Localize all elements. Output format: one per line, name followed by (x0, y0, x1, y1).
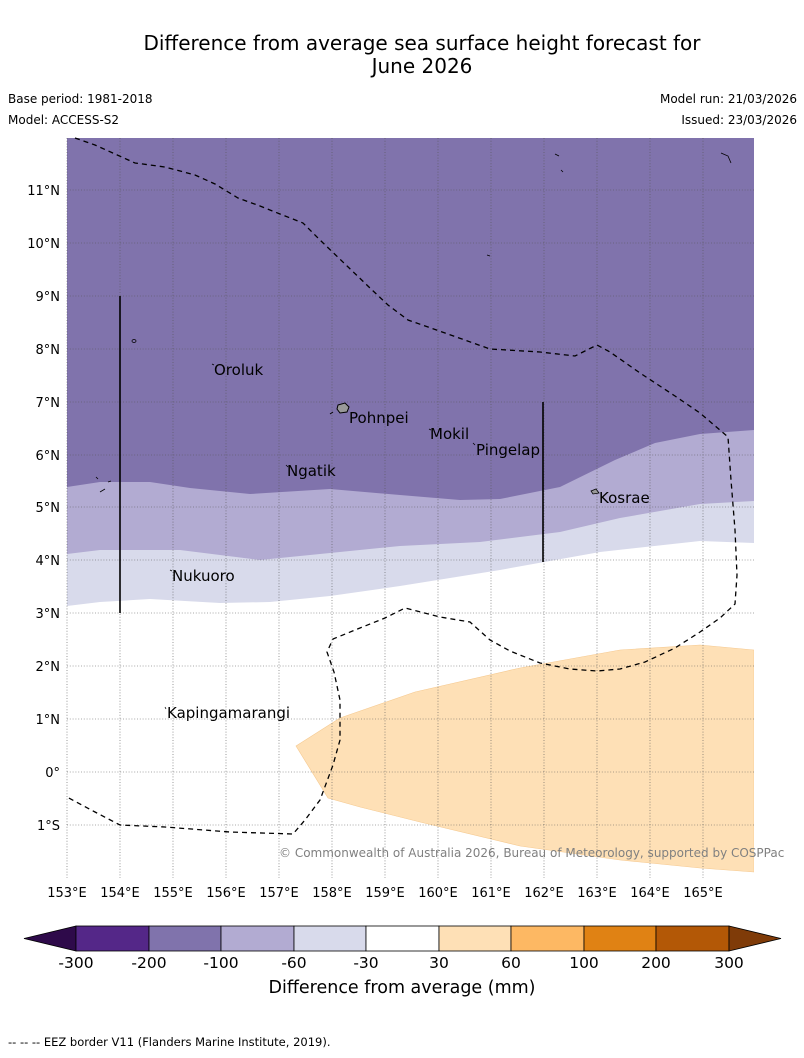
eez-legend-note: -- -- -- EEZ border V11 (Flanders Marine… (8, 1035, 331, 1049)
colorbar-title: Difference from average (mm) (268, 978, 536, 998)
colorbar-segment (655, 925, 730, 952)
colorbar-label: 60 (501, 954, 521, 972)
colorbar-segment (148, 925, 222, 952)
label-oroluk: Oroluk (214, 361, 263, 379)
lon-label: 158°E (312, 886, 352, 901)
chart-title: Difference from average sea surface heig… (0, 32, 804, 78)
lat-label: 6°N (36, 449, 61, 464)
eez-border (66, 137, 738, 835)
lat-label: 7°N (36, 396, 61, 411)
title-line-2: June 2026 (371, 54, 473, 78)
colorbar-labels: -300 -200 -100 -60 -30 30 60 100 200 300 (58, 954, 743, 972)
colorbar-segment (365, 925, 440, 952)
lon-label: 153°E (47, 886, 87, 901)
longitude-axis: 153°E 154°E 155°E 156°E 157°E 158°E 159°… (47, 886, 723, 901)
lon-label: 159°E (365, 886, 405, 901)
lat-label: 1°S (37, 819, 60, 834)
colorbar (23, 925, 782, 952)
lon-label: 155°E (153, 886, 193, 901)
lon-label: 154°E (100, 886, 140, 901)
kosrae-island (590, 488, 600, 495)
colorbar-max-extend (728, 925, 782, 952)
lat-label: 10°N (27, 237, 60, 252)
boundary-lines (119, 296, 544, 613)
lon-label: 160°E (418, 886, 458, 901)
band-30-60 (295, 644, 754, 873)
label-kapingamarangi: Kapingamarangi (167, 704, 290, 722)
lat-label: 8°N (36, 343, 61, 358)
lat-label: 9°N (36, 290, 61, 305)
model-name: Model: ACCESS-S2 (8, 113, 120, 127)
lat-label: 3°N (36, 607, 61, 622)
lon-label: 165°E (683, 886, 723, 901)
lon-label: 161°E (471, 886, 511, 901)
colorbar-segment (75, 925, 150, 952)
label-pohnpei: Pohnpei (349, 409, 409, 427)
colorbar-label: -200 (131, 954, 166, 972)
colorbar-label: 200 (641, 954, 671, 972)
band-lt-neg100 (67, 138, 754, 500)
colorbar-label: -60 (281, 954, 306, 972)
colorbar-segment (293, 925, 367, 952)
lat-label: 5°N (36, 501, 61, 516)
colorbar-label: 30 (429, 954, 449, 972)
lon-label: 164°E (630, 886, 670, 901)
title-line-1: Difference from average sea surface heig… (143, 31, 701, 55)
map-plot (67, 138, 754, 878)
minor-islets (95, 152, 732, 710)
colorbar-label: -300 (58, 954, 93, 972)
lat-label: 11°N (27, 184, 60, 199)
lon-label: 163°E (577, 886, 617, 901)
lon-label: 156°E (206, 886, 246, 901)
issued-date: Issued: 23/03/2026 (681, 113, 797, 127)
label-kosrae: Kosrae (599, 489, 650, 507)
base-period: Base period: 1981-2018 (8, 92, 153, 106)
pohnpei-island (329, 402, 350, 415)
islands (95, 152, 732, 710)
lon-label: 162°E (524, 886, 564, 901)
colorbar-label: 300 (714, 954, 744, 972)
lat-label: 4°N (36, 554, 61, 569)
label-mokil: Mokil (430, 425, 469, 443)
label-pingelap: Pingelap (476, 441, 540, 459)
copyright-notice: © Commonwealth of Australia 2026, Bureau… (279, 846, 784, 860)
lat-label: 0° (45, 766, 60, 781)
colorbar-label: 100 (569, 954, 599, 972)
colorbar-label: -100 (203, 954, 238, 972)
colorbar-segment (438, 925, 512, 952)
lon-label: 157°E (259, 886, 299, 901)
model-run: Model run: 21/03/2026 (659, 92, 797, 106)
label-nukuoro: Nukuoro (172, 567, 235, 585)
colorbar-segment (220, 925, 295, 952)
colorbar-segment (510, 925, 585, 952)
lat-label: 2°N (36, 660, 61, 675)
label-ngatik: Ngatik (287, 462, 336, 480)
colorbar-min-extend (23, 925, 77, 952)
lat-label: 1°N (36, 713, 61, 728)
colorbar-segment (583, 925, 657, 952)
colorbar-label: -30 (353, 954, 378, 972)
latitude-axis: 11°N 10°N 9°N 8°N 7°N 6°N 5°N 4°N 3°N 2°… (27, 184, 60, 834)
small-atoll (131, 339, 137, 343)
